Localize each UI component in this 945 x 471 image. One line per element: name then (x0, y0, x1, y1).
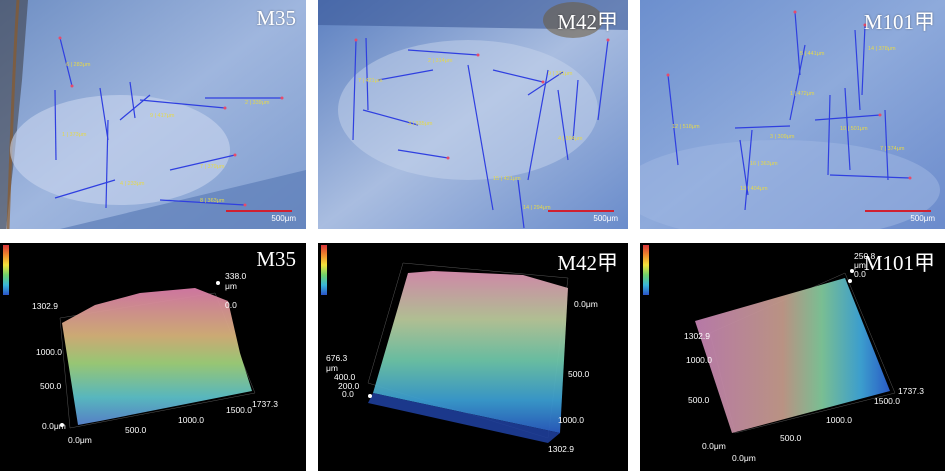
y-axis-tick: 1302.9 (32, 301, 58, 311)
svg-text:13 | 404μm: 13 | 404μm (740, 186, 768, 192)
y-axis-tick: 0.0μm (574, 299, 598, 309)
svg-text:5 | 441μm: 5 | 441μm (800, 51, 825, 57)
surface-label: M42甲 (557, 251, 618, 275)
x-axis-tick: 500.0 (780, 433, 802, 443)
x-axis-tick: 1000.0 (826, 415, 852, 425)
z-axis-unit: μm (326, 363, 338, 373)
color-scale-legend-icon (321, 245, 327, 295)
scale-bar-label: 500μm (593, 214, 618, 223)
svg-text:7 | 374μm: 7 | 374μm (880, 146, 905, 152)
svg-text:15 | 421μm: 15 | 421μm (493, 176, 521, 182)
surface-plot-m35-image (59, 281, 256, 429)
y-axis-tick: 0.0μm (702, 441, 726, 451)
micrograph-label: M35 (256, 6, 296, 30)
svg-text:3 | 309μm: 3 | 309μm (770, 134, 795, 140)
svg-text:4 | 394μm: 4 | 394μm (558, 136, 583, 142)
surface-plot-m42: M42甲 676.3 μm 400.0 200.0 0.0 0.0μm 500.… (318, 243, 628, 471)
y-axis-tick: 500.0 (40, 381, 62, 391)
surface-plot-m42-image (367, 262, 569, 443)
svg-text:3 | 335μm: 3 | 335μm (408, 121, 433, 127)
color-scale-legend-icon (643, 245, 649, 295)
svg-text:7 | 379μm: 7 | 379μm (200, 164, 225, 170)
z-axis-unit: μm (854, 260, 866, 270)
surface-plot-m35: M35 338.0 μm 0.0 1302.9 1000.0 500.0 0.0… (0, 243, 306, 471)
svg-text:8 | 363μm: 8 | 363μm (200, 198, 225, 204)
x-axis-tick: 1737.3 (898, 386, 924, 396)
surface-label: M35 (256, 247, 296, 271)
z-axis-max: 338.0 (225, 271, 247, 281)
svg-text:9 | 331μm: 9 | 331μm (548, 71, 573, 77)
y-axis-tick: 1000.0 (686, 355, 712, 365)
x-axis-tick: 1500.0 (874, 396, 900, 406)
micrograph-m101: 12 | 518μm 5 | 441μm 1 | 472μm 3 | 309μm… (640, 0, 945, 229)
z-axis-max: 250.8 (854, 251, 876, 261)
scale-bar-label: 500μm (910, 214, 935, 223)
svg-text:12 | 518μm: 12 | 518μm (672, 124, 700, 130)
y-axis-tick: 1000.0 (558, 415, 584, 425)
svg-text:9 | 417μm: 9 | 417μm (150, 113, 175, 119)
svg-text:10 | 501μm: 10 | 501μm (840, 126, 868, 132)
y-axis-tick: 500.0 (568, 369, 590, 379)
z-axis-tick: 400.0 (334, 372, 356, 382)
y-axis-tick: 1000.0 (36, 347, 62, 357)
color-scale-legend-icon (3, 245, 9, 295)
micrograph-m42: 7 | 421μm 2 | 314μm 9 | 331μm 15 | 421μm… (318, 0, 628, 229)
z-axis-min: 0.0 (225, 300, 237, 310)
scale-bar-label: 500μm (271, 214, 296, 223)
x-axis-tick: 1000.0 (178, 415, 204, 425)
svg-text:6 | 283μm: 6 | 283μm (66, 62, 91, 68)
y-axis-tick: 500.0 (688, 395, 710, 405)
scale-bar (226, 210, 292, 212)
y-axis-tick: 1302.9 (548, 444, 574, 454)
svg-text:7 | 421μm: 7 | 421μm (358, 78, 383, 84)
y-axis-tick: 1302.9 (684, 331, 710, 341)
svg-text:14 | 294μm: 14 | 294μm (523, 205, 551, 211)
y-axis-tick: 0.0μm (42, 421, 66, 431)
surface-plot-m101-image (695, 269, 896, 434)
x-axis-tick: 500.0 (125, 425, 147, 435)
z-axis-tick: 0.0 (342, 389, 354, 399)
z-axis-min: 0.0 (854, 269, 866, 279)
z-axis-tick: 200.0 (338, 381, 360, 391)
svg-text:1 | 472μm: 1 | 472μm (790, 91, 815, 97)
x-axis-tick: 1500.0 (226, 405, 252, 415)
micrograph-label: M42甲 (557, 10, 618, 34)
svg-text:2 | 314μm: 2 | 314μm (428, 58, 453, 64)
svg-text:2 | 339μm: 2 | 339μm (245, 100, 270, 106)
scale-bar (865, 210, 931, 212)
x-axis-tick: 0.0μm (68, 435, 92, 445)
z-axis-unit: μm (225, 281, 237, 291)
x-axis-tick: 1737.3 (252, 399, 278, 409)
svg-text:1 | 373μm: 1 | 373μm (62, 132, 87, 138)
x-axis-tick: 0.0μm (732, 453, 756, 463)
micrograph-m35-image: 6 | 283μm 1 | 373μm 9 | 417μm 2 | 339μm … (0, 0, 306, 229)
surface-label: M101甲 (863, 251, 935, 275)
z-axis-tick: 676.3 (326, 353, 348, 363)
micrograph-m101-image: 12 | 518μm 5 | 441μm 1 | 472μm 3 | 309μm… (640, 0, 945, 229)
micrograph-label: M101甲 (863, 10, 935, 34)
svg-text:16 | 363μm: 16 | 363μm (750, 161, 778, 167)
svg-text:14 | 378μm: 14 | 378μm (868, 46, 896, 52)
scale-bar (548, 210, 614, 212)
surface-plot-m101: M101甲 250.8 μm 0.0 1302.9 1000.0 500.0 0… (640, 243, 945, 471)
svg-text:4 | 233μm: 4 | 233μm (120, 181, 145, 187)
micrograph-m35: 6 | 283μm 1 | 373μm 9 | 417μm 2 | 339μm … (0, 0, 306, 229)
micrograph-m42-image: 7 | 421μm 2 | 314μm 9 | 331μm 15 | 421μm… (318, 0, 628, 229)
